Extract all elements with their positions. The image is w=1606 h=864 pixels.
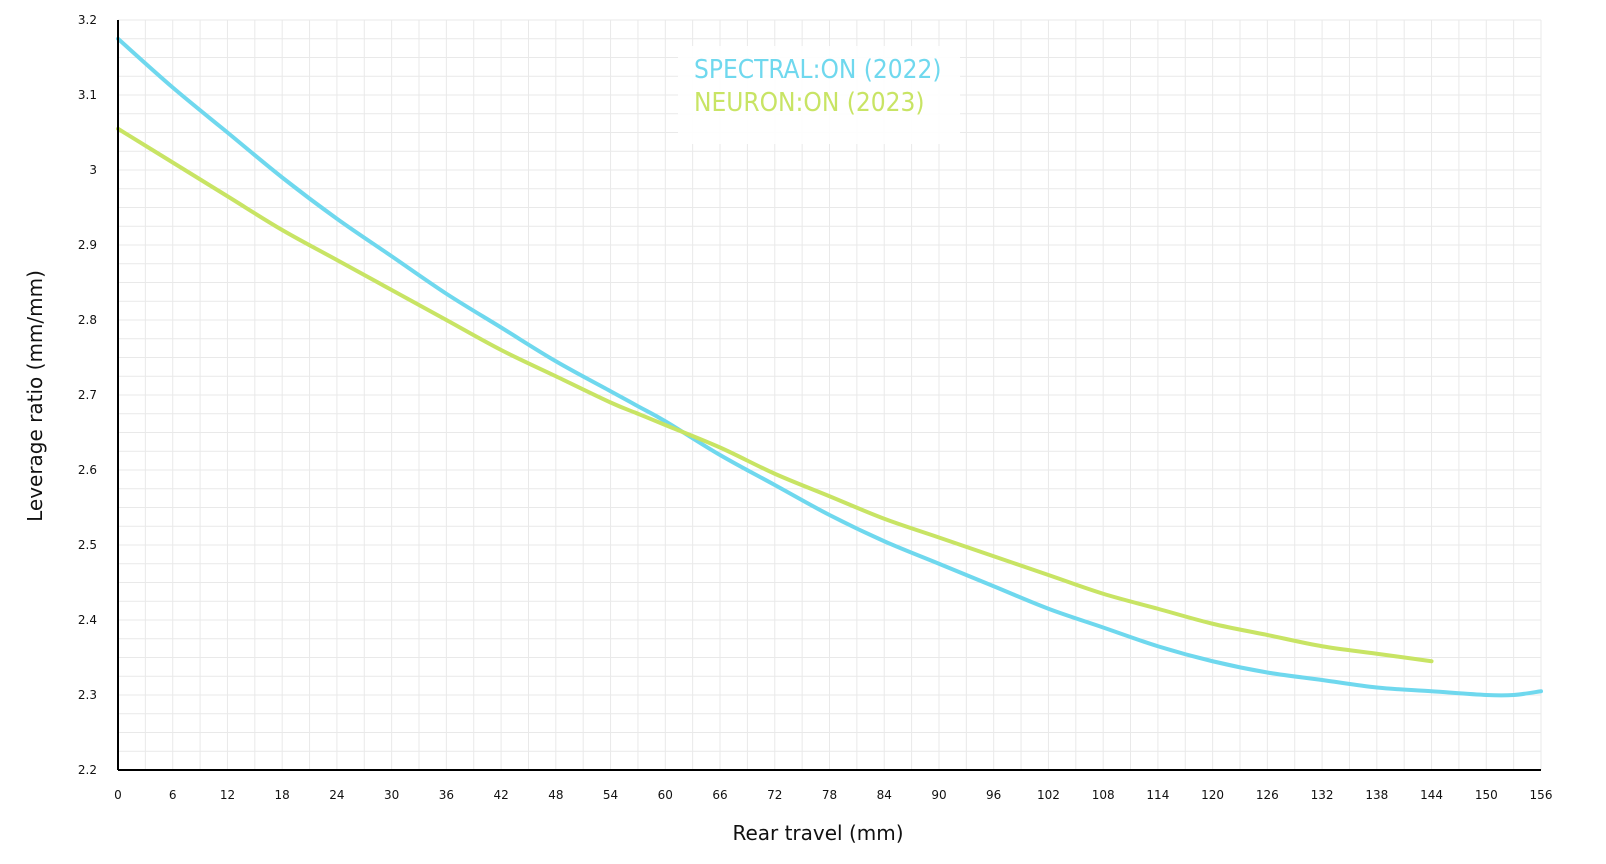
y-tick-labels: 2.2 2.3 2.4 2.5 2.6 2.7 2.8 2.9 3 3.1 3.2 <box>78 13 97 777</box>
x-tick-label: 138 <box>1365 788 1388 802</box>
y-tick-label: 3.1 <box>78 88 97 102</box>
x-tick-label: 96 <box>986 788 1001 802</box>
x-tick-label: 18 <box>275 788 290 802</box>
x-tick-label: 30 <box>384 788 399 802</box>
x-tick-label: 114 <box>1146 788 1169 802</box>
x-tick-label: 132 <box>1311 788 1334 802</box>
x-tick-label: 36 <box>439 788 454 802</box>
x-tick-label: 60 <box>658 788 673 802</box>
x-tick-label: 120 <box>1201 788 1224 802</box>
x-tick-labels: 0 6 12 18 24 30 36 42 48 54 60 66 72 78 84 90 96 102 108 11… <box>114 788 1552 802</box>
x-tick-label: 156 <box>1530 788 1553 802</box>
x-tick-label: 84 <box>877 788 892 802</box>
legend: SPECTRAL:ON (2022) NEURON:ON (2023) <box>678 46 960 144</box>
x-tick-label: 72 <box>767 788 782 802</box>
x-tick-label: 24 <box>329 788 344 802</box>
x-tick-label: 108 <box>1092 788 1115 802</box>
y-tick-label: 2.2 <box>78 763 97 777</box>
x-tick-label: 126 <box>1256 788 1279 802</box>
x-axis-title: Rear travel (mm) <box>732 821 903 845</box>
x-tick-label: 66 <box>712 788 727 802</box>
x-tick-label: 48 <box>548 788 563 802</box>
series-line-spectral <box>116 36 1543 698</box>
y-tick-label: 2.4 <box>78 613 97 627</box>
x-tick-label: 78 <box>822 788 837 802</box>
y-tick-label: 2.9 <box>78 238 97 252</box>
x-tick-label: 42 <box>493 788 508 802</box>
series-line-neuron <box>116 126 1434 664</box>
legend-entry-spectral: SPECTRAL:ON (2022) <box>694 55 942 85</box>
x-tick-label: 102 <box>1037 788 1060 802</box>
legend-entry-neuron: NEURON:ON (2023) <box>694 88 925 118</box>
y-axis-title: Leverage ratio (mm/mm) <box>23 270 47 522</box>
legend-box <box>678 46 960 144</box>
x-tick-label: 0 <box>114 788 122 802</box>
x-tick-label: 90 <box>931 788 946 802</box>
x-tick-label: 54 <box>603 788 618 802</box>
x-tick-label: 150 <box>1475 788 1498 802</box>
y-tick-label: 2.6 <box>78 463 97 477</box>
y-tick-label: 2.8 <box>78 313 97 327</box>
series-lines <box>116 36 1543 698</box>
y-tick-label: 2.5 <box>78 538 97 552</box>
y-tick-label: 2.3 <box>78 688 97 702</box>
x-tick-label: 144 <box>1420 788 1443 802</box>
axes <box>117 20 1541 771</box>
y-tick-label: 2.7 <box>78 388 97 402</box>
x-tick-label: 6 <box>169 788 177 802</box>
y-tick-label: 3.2 <box>78 13 97 27</box>
x-tick-label: 12 <box>220 788 235 802</box>
y-tick-label: 3 <box>89 163 97 177</box>
